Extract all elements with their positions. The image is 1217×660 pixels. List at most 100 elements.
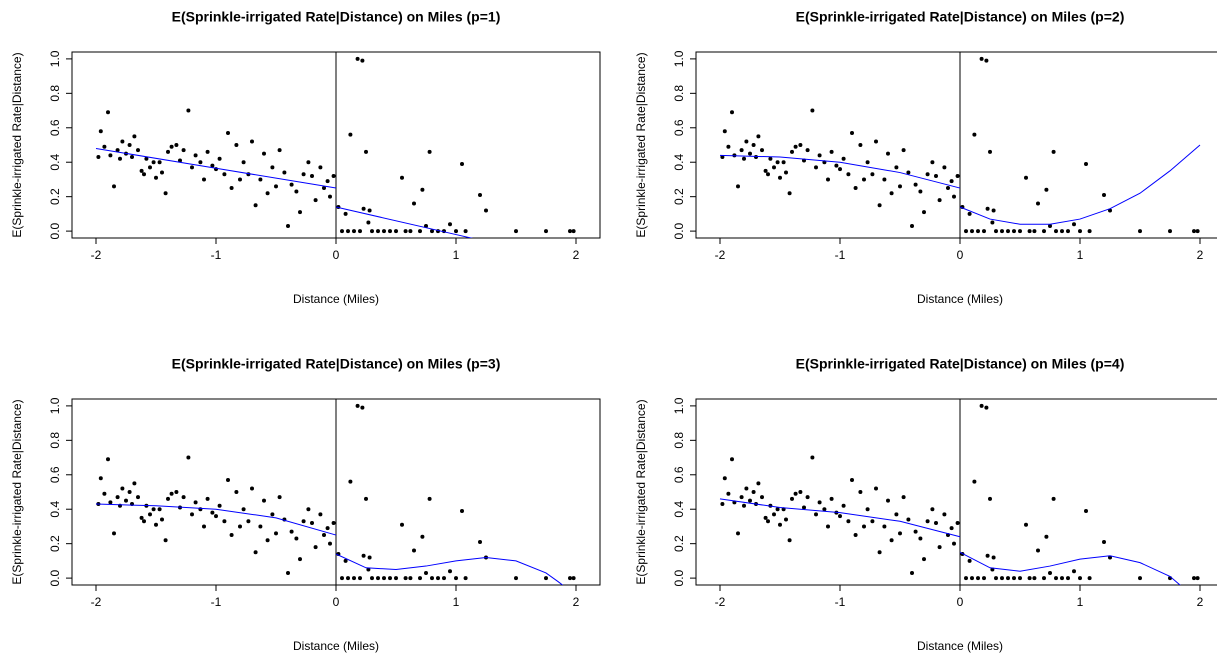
y-axis-label: E(Sprinkle-irrigated Rate|Distance) [10, 399, 24, 584]
x-tick-label: 2 [573, 595, 580, 609]
fit-line [95, 147, 474, 238]
data-point [544, 576, 548, 581]
data-point [1042, 576, 1046, 581]
data-point [1006, 229, 1010, 234]
data-point [814, 512, 818, 517]
data-point [427, 149, 432, 154]
data-point [163, 538, 168, 543]
data-point [226, 130, 230, 135]
data-point [270, 165, 275, 170]
data-point [838, 514, 842, 519]
data-point [722, 129, 727, 134]
data-point [901, 495, 906, 500]
data-point [166, 149, 170, 154]
data-point [370, 229, 374, 234]
data-point [186, 108, 191, 113]
data-point [408, 576, 413, 581]
data-point [853, 533, 858, 538]
data-point [985, 553, 990, 558]
data-point [744, 139, 749, 144]
data-point [970, 229, 974, 234]
data-point [214, 514, 218, 519]
data-point [229, 186, 234, 191]
data-point [805, 148, 810, 153]
data-point [775, 507, 780, 512]
data-point [874, 486, 878, 491]
data-point [364, 149, 368, 154]
data-point [448, 569, 452, 574]
x-axis-label: Distance (Miles) [293, 639, 379, 653]
data-point [1027, 229, 1032, 234]
y-tick-label: 0.6 [48, 466, 62, 483]
data-point [181, 148, 186, 153]
data-point [865, 507, 870, 512]
data-point [922, 210, 926, 215]
data-point [246, 519, 251, 524]
data-point [949, 526, 954, 531]
data-point [720, 155, 725, 160]
fit-line [95, 503, 564, 585]
data-point [1102, 192, 1106, 197]
data-point [720, 502, 725, 507]
data-point [1084, 508, 1088, 513]
data-point [298, 557, 302, 562]
data-point [853, 186, 858, 191]
data-point [858, 143, 863, 147]
data-point [277, 495, 282, 500]
data-point [217, 503, 222, 508]
data-point [1066, 229, 1070, 234]
y-tick-label: 0.0 [48, 222, 62, 239]
y-tick-label: 0.0 [672, 222, 686, 239]
x-axis-label: Distance (Miles) [917, 639, 1003, 653]
data-point [751, 143, 756, 147]
data-point [412, 201, 416, 206]
data-point [760, 148, 764, 153]
data-point [925, 172, 930, 177]
data-point [994, 576, 998, 581]
data-point [1195, 576, 1200, 581]
panel: E(Sprinkle-irrigated Rate|Distance) on M… [10, 356, 601, 653]
data-point [370, 576, 374, 581]
data-point [157, 160, 162, 165]
data-point [98, 129, 103, 134]
data-point [918, 536, 923, 541]
y-tick-label: 0.4 [672, 154, 686, 171]
data-point [454, 229, 458, 234]
x-tick-label: -1 [211, 248, 222, 262]
data-point [346, 576, 350, 581]
x-tick-label: -1 [835, 595, 846, 609]
data-point [1168, 229, 1172, 234]
fit-line [719, 498, 1181, 585]
data-point [120, 486, 125, 491]
data-point [730, 457, 734, 462]
data-point [331, 521, 336, 525]
data-point [148, 512, 152, 517]
data-point [781, 160, 786, 165]
data-point [376, 229, 380, 234]
data-point [127, 143, 132, 147]
data-point [930, 507, 935, 512]
data-point [286, 570, 290, 575]
data-point [514, 229, 518, 234]
data-point [744, 486, 749, 491]
data-point [262, 151, 266, 156]
chart-title: E(Sprinkle-irrigated Rate|Distance) on M… [172, 9, 501, 25]
data-point [234, 490, 239, 494]
data-point [136, 495, 140, 500]
data-point [982, 576, 986, 581]
data-point [793, 491, 798, 496]
data-point [412, 548, 416, 553]
data-point [340, 576, 344, 581]
y-axis-label: E(Sprinkle-irrigated Rate|Distance) [634, 399, 648, 584]
y-tick-label: 1.0 [48, 397, 62, 414]
data-point [760, 495, 764, 500]
data-point [984, 405, 989, 410]
x-axis-label: Distance (Miles) [917, 292, 1003, 306]
data-point [436, 576, 440, 581]
data-point [1051, 496, 1056, 501]
panel: E(Sprinkle-irrigated Rate|Distance) on M… [10, 9, 601, 306]
data-point [460, 508, 464, 513]
data-point [1054, 576, 1058, 581]
data-point [736, 531, 740, 536]
data-point [982, 229, 986, 234]
